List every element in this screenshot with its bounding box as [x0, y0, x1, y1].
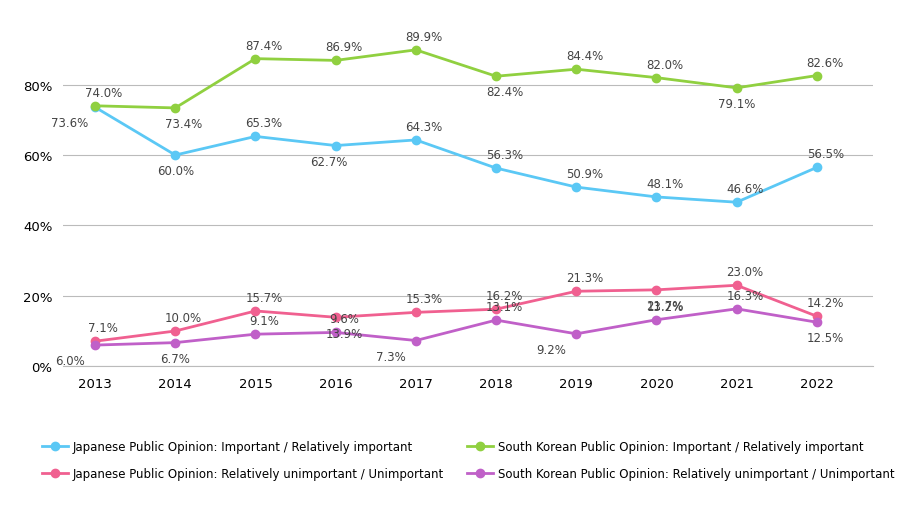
- Japanese Public Opinion: Relatively unimportant / Unimportant: (2.01e+03, 10): Relatively unimportant / Unimportant: (2…: [170, 328, 181, 334]
- Japanese Public Opinion: Important / Relatively important: (2.01e+03, 60): Important / Relatively important: (2.01e…: [170, 153, 181, 159]
- Text: 15.3%: 15.3%: [406, 293, 443, 306]
- South Korean Public Opinion: Important / Relatively important: (2.02e+03, 87.4): Important / Relatively important: (2.02e…: [250, 56, 261, 63]
- Text: 7.3%: 7.3%: [376, 350, 406, 363]
- Text: 10.0%: 10.0%: [165, 312, 202, 324]
- Japanese Public Opinion: Important / Relatively important: (2.02e+03, 62.7): Important / Relatively important: (2.02e…: [330, 143, 341, 149]
- Japanese Public Opinion: Important / Relatively important: (2.02e+03, 48.1): Important / Relatively important: (2.02e…: [651, 194, 661, 201]
- Text: 82.4%: 82.4%: [486, 87, 523, 99]
- Text: 89.9%: 89.9%: [406, 31, 443, 44]
- Text: 21.7%: 21.7%: [646, 299, 683, 313]
- South Korean Public Opinion: Relatively unimportant / Unimportant: (2.01e+03, 6.7): Relatively unimportant / Unimportant: (2…: [170, 340, 181, 346]
- Japanese Public Opinion: Relatively unimportant / Unimportant: (2.01e+03, 7.1): Relatively unimportant / Unimportant: (2…: [90, 338, 101, 345]
- Legend: Japanese Public Opinion: Important / Relatively important, Japanese Public Opini: Japanese Public Opinion: Important / Rel…: [37, 436, 899, 485]
- Japanese Public Opinion: Relatively unimportant / Unimportant: (2.02e+03, 14.2): Relatively unimportant / Unimportant: (2…: [812, 314, 823, 320]
- Text: 13.9%: 13.9%: [326, 327, 363, 340]
- Text: 82.6%: 82.6%: [806, 56, 844, 69]
- Line: South Korean Public Opinion: Relatively unimportant / Unimportant: South Korean Public Opinion: Relatively …: [91, 305, 821, 350]
- South Korean Public Opinion: Relatively unimportant / Unimportant: (2.02e+03, 9.2): Relatively unimportant / Unimportant: (2…: [571, 331, 581, 337]
- Text: 46.6%: 46.6%: [726, 183, 764, 196]
- South Korean Public Opinion: Relatively unimportant / Unimportant: (2.02e+03, 9.6): Relatively unimportant / Unimportant: (2…: [330, 330, 341, 336]
- South Korean Public Opinion: Relatively unimportant / Unimportant: (2.02e+03, 9.1): Relatively unimportant / Unimportant: (2…: [250, 331, 261, 337]
- Japanese Public Opinion: Important / Relatively important: (2.01e+03, 73.6): Important / Relatively important: (2.01e…: [90, 105, 101, 111]
- Japanese Public Opinion: Relatively unimportant / Unimportant: (2.02e+03, 13.9): Relatively unimportant / Unimportant: (2…: [330, 315, 341, 321]
- South Korean Public Opinion: Important / Relatively important: (2.02e+03, 89.9): Important / Relatively important: (2.02e…: [410, 48, 421, 54]
- Text: 12.5%: 12.5%: [806, 332, 844, 345]
- Text: 15.7%: 15.7%: [245, 292, 283, 304]
- Text: 50.9%: 50.9%: [566, 168, 603, 181]
- Japanese Public Opinion: Relatively unimportant / Unimportant: (2.02e+03, 15.3): Relatively unimportant / Unimportant: (2…: [410, 309, 421, 316]
- Line: South Korean Public Opinion: Important / Relatively important: South Korean Public Opinion: Important /…: [91, 47, 821, 113]
- South Korean Public Opinion: Important / Relatively important: (2.01e+03, 73.4): Important / Relatively important: (2.01e…: [170, 106, 181, 112]
- Text: 6.7%: 6.7%: [160, 352, 190, 365]
- Japanese Public Opinion: Important / Relatively important: (2.02e+03, 56.3): Important / Relatively important: (2.02e…: [491, 166, 501, 172]
- Text: 73.4%: 73.4%: [165, 118, 202, 131]
- Text: 48.1%: 48.1%: [646, 178, 683, 190]
- Text: 9.6%: 9.6%: [329, 313, 359, 326]
- Japanese Public Opinion: Relatively unimportant / Unimportant: (2.02e+03, 21.7): Relatively unimportant / Unimportant: (2…: [651, 287, 661, 293]
- South Korean Public Opinion: Important / Relatively important: (2.02e+03, 86.9): Important / Relatively important: (2.02e…: [330, 58, 341, 64]
- Text: 16.3%: 16.3%: [726, 289, 763, 302]
- Japanese Public Opinion: Important / Relatively important: (2.02e+03, 50.9): Important / Relatively important: (2.02e…: [571, 185, 581, 191]
- South Korean Public Opinion: Relatively unimportant / Unimportant: (2.02e+03, 16.3): Relatively unimportant / Unimportant: (2…: [732, 306, 742, 313]
- Text: 56.5%: 56.5%: [806, 148, 844, 161]
- Text: 74.0%: 74.0%: [85, 87, 122, 100]
- Japanese Public Opinion: Relatively unimportant / Unimportant: (2.02e+03, 16.2): Relatively unimportant / Unimportant: (2…: [491, 306, 501, 313]
- Text: 86.9%: 86.9%: [326, 41, 363, 54]
- Text: 84.4%: 84.4%: [566, 50, 603, 63]
- South Korean Public Opinion: Relatively unimportant / Unimportant: (2.02e+03, 7.3): Relatively unimportant / Unimportant: (2…: [410, 338, 421, 344]
- Text: 23.0%: 23.0%: [726, 266, 763, 279]
- Text: 7.1%: 7.1%: [88, 322, 119, 334]
- Text: 13.2%: 13.2%: [646, 300, 683, 313]
- Text: 14.2%: 14.2%: [806, 297, 844, 309]
- Text: 62.7%: 62.7%: [310, 155, 347, 168]
- Text: 9.1%: 9.1%: [249, 315, 279, 328]
- Text: 21.3%: 21.3%: [566, 272, 603, 285]
- Text: 65.3%: 65.3%: [245, 117, 283, 130]
- Text: 60.0%: 60.0%: [157, 165, 194, 178]
- Japanese Public Opinion: Important / Relatively important: (2.02e+03, 46.6): Important / Relatively important: (2.02e…: [732, 200, 742, 206]
- South Korean Public Opinion: Relatively unimportant / Unimportant: (2.02e+03, 12.5): Relatively unimportant / Unimportant: (2…: [812, 320, 823, 326]
- South Korean Public Opinion: Relatively unimportant / Unimportant: (2.01e+03, 6): Relatively unimportant / Unimportant: (2…: [90, 343, 101, 349]
- Text: 13.1%: 13.1%: [486, 301, 523, 314]
- Line: Japanese Public Opinion: Relatively unimportant / Unimportant: Japanese Public Opinion: Relatively unim…: [91, 281, 821, 346]
- Japanese Public Opinion: Relatively unimportant / Unimportant: (2.02e+03, 23): Relatively unimportant / Unimportant: (2…: [732, 282, 742, 289]
- Text: 6.0%: 6.0%: [55, 355, 85, 367]
- Text: 87.4%: 87.4%: [245, 40, 283, 52]
- South Korean Public Opinion: Relatively unimportant / Unimportant: (2.02e+03, 13.1): Relatively unimportant / Unimportant: (2…: [491, 318, 501, 324]
- South Korean Public Opinion: Important / Relatively important: (2.02e+03, 82): Important / Relatively important: (2.02e…: [651, 75, 661, 81]
- Text: 16.2%: 16.2%: [486, 290, 523, 303]
- Line: Japanese Public Opinion: Important / Relatively important: Japanese Public Opinion: Important / Rel…: [91, 104, 821, 207]
- South Korean Public Opinion: Important / Relatively important: (2.01e+03, 74): Important / Relatively important: (2.01e…: [90, 103, 101, 109]
- South Korean Public Opinion: Important / Relatively important: (2.02e+03, 82.4): Important / Relatively important: (2.02e…: [491, 74, 501, 80]
- Text: 64.3%: 64.3%: [406, 121, 443, 134]
- South Korean Public Opinion: Relatively unimportant / Unimportant: (2.02e+03, 13.2): Relatively unimportant / Unimportant: (2…: [651, 317, 661, 323]
- South Korean Public Opinion: Important / Relatively important: (2.02e+03, 82.6): Important / Relatively important: (2.02e…: [812, 73, 823, 79]
- Text: 79.1%: 79.1%: [718, 98, 755, 111]
- South Korean Public Opinion: Important / Relatively important: (2.02e+03, 79.1): Important / Relatively important: (2.02e…: [732, 86, 742, 92]
- Text: 56.3%: 56.3%: [486, 149, 523, 162]
- South Korean Public Opinion: Important / Relatively important: (2.02e+03, 84.4): Important / Relatively important: (2.02e…: [571, 67, 581, 73]
- Japanese Public Opinion: Important / Relatively important: (2.02e+03, 65.3): Important / Relatively important: (2.02e…: [250, 134, 261, 140]
- Text: 82.0%: 82.0%: [646, 59, 683, 72]
- Text: 9.2%: 9.2%: [536, 344, 566, 356]
- Japanese Public Opinion: Relatively unimportant / Unimportant: (2.02e+03, 15.7): Relatively unimportant / Unimportant: (2…: [250, 308, 261, 315]
- Japanese Public Opinion: Important / Relatively important: (2.02e+03, 64.3): Important / Relatively important: (2.02e…: [410, 137, 421, 144]
- Japanese Public Opinion: Relatively unimportant / Unimportant: (2.02e+03, 21.3): Relatively unimportant / Unimportant: (2…: [571, 289, 581, 295]
- Text: 73.6%: 73.6%: [51, 117, 89, 130]
- Japanese Public Opinion: Important / Relatively important: (2.02e+03, 56.5): Important / Relatively important: (2.02e…: [812, 165, 823, 171]
